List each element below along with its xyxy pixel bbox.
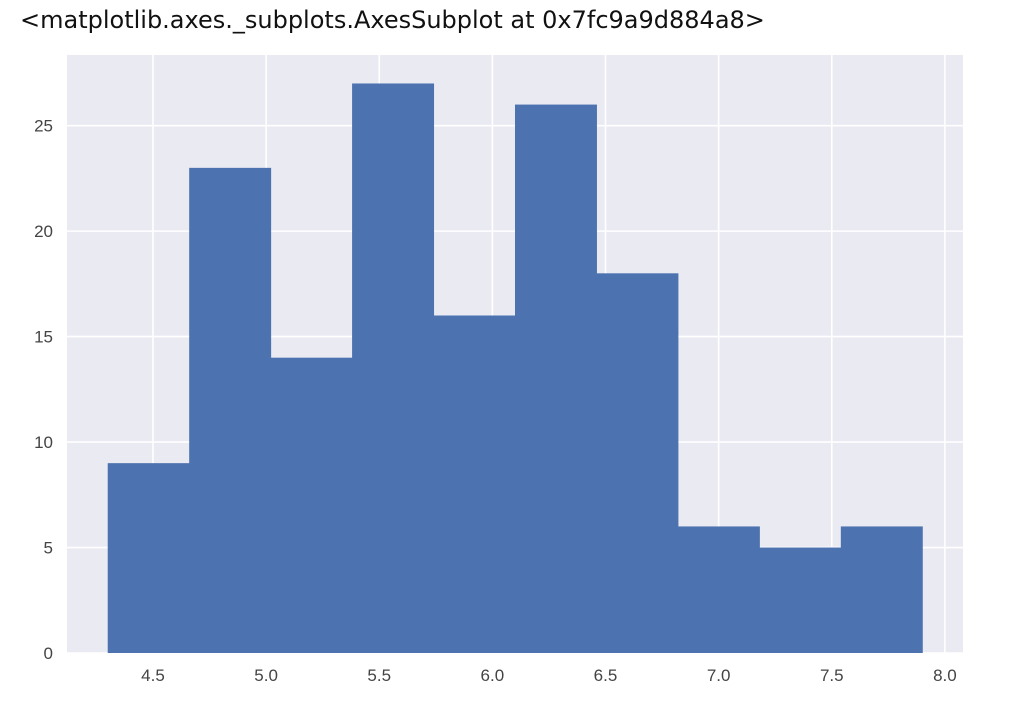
histogram-bar xyxy=(515,104,597,654)
histogram-bar xyxy=(352,83,435,653)
x-tick-label: 6.5 xyxy=(594,666,618,685)
histogram-bar xyxy=(596,273,679,653)
x-tick-label: 5.5 xyxy=(367,666,391,685)
y-tick-label: 20 xyxy=(34,222,53,241)
x-tick-label: 4.5 xyxy=(141,666,165,685)
histogram-bar xyxy=(759,547,842,653)
y-tick-label: 15 xyxy=(34,328,53,347)
histogram-bar xyxy=(107,463,190,653)
histogram-bar xyxy=(433,315,516,653)
y-tick-label: 5 xyxy=(44,539,53,558)
x-tick-label: 6.0 xyxy=(481,666,505,685)
histogram-bar xyxy=(189,167,272,653)
y-tick-label: 10 xyxy=(34,433,53,452)
x-tick-label: 8.0 xyxy=(933,666,957,685)
output-text: <matplotlib.axes._subplots.AxesSubplot a… xyxy=(20,6,765,34)
histogram-bar xyxy=(840,526,923,653)
x-tick-label: 5.0 xyxy=(254,666,278,685)
histogram-bar xyxy=(677,526,760,653)
y-tick-label: 0 xyxy=(44,644,53,663)
y-tick-label: 25 xyxy=(34,117,53,136)
y-axis-ticks: 0 5 10 15 20 25 xyxy=(34,117,53,663)
bars xyxy=(107,83,923,654)
histogram-bar xyxy=(270,357,353,653)
x-tick-label: 7.5 xyxy=(820,666,844,685)
x-tick-label: 7.0 xyxy=(707,666,731,685)
x-axis-ticks: 4.5 5.0 5.5 6.0 6.5 7.0 7.5 8.0 xyxy=(141,666,957,685)
